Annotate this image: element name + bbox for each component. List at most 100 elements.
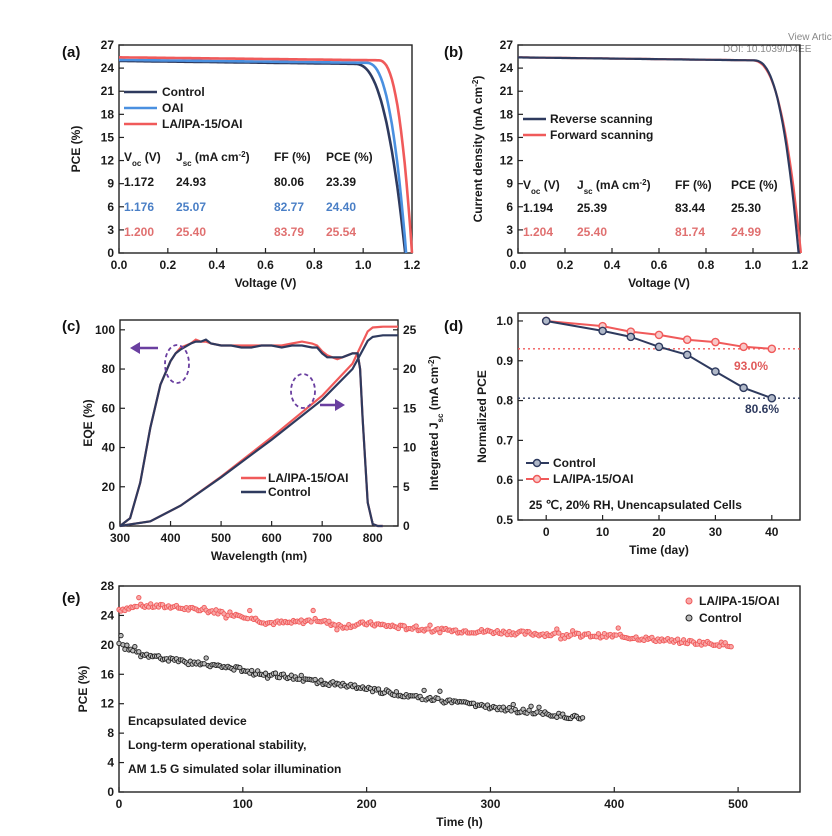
scatter-point — [595, 631, 602, 637]
y-tick-label: 24 — [101, 608, 115, 622]
scatter-point — [272, 670, 279, 676]
x-tick-label: 0 — [116, 797, 123, 811]
scatter-point — [136, 649, 142, 655]
y2-tick-label: 10 — [403, 441, 417, 455]
x-axis-label: Voltage (V) — [235, 276, 297, 290]
y-tick-label: 40 — [102, 441, 116, 455]
table-cell: 82.77 — [274, 200, 304, 214]
y-tick-label: 0.8 — [496, 394, 513, 408]
header-doi[interactable]: DOI: 10.1039/D4EE — [723, 44, 812, 55]
jv-curve-series — [518, 56, 802, 254]
table-cell: 25.07 — [176, 200, 206, 214]
y-tick-label: 18 — [101, 107, 115, 121]
y-tick-label: 0 — [506, 246, 513, 260]
stability-line — [546, 320, 773, 400]
stability-point — [654, 342, 664, 352]
x-axis-label: Wavelength (nm) — [211, 549, 307, 563]
x-tick-label: 0.4 — [604, 258, 621, 272]
scatter-point — [675, 636, 681, 642]
x-tick-label: 0.8 — [698, 258, 715, 272]
y-axis-label: Normalized PCE — [475, 370, 489, 463]
scatter-point — [510, 701, 516, 708]
x-tick-label: 0.2 — [159, 258, 176, 272]
panel-label: (e) — [62, 590, 80, 607]
scatter-series — [116, 632, 586, 722]
stability-point — [739, 342, 748, 352]
scatter-point — [427, 622, 433, 628]
table-cell: 1.176 — [124, 200, 154, 214]
x-tick-label: 200 — [357, 797, 377, 811]
scatter-point — [318, 677, 324, 683]
table-cell: 83.79 — [274, 225, 304, 239]
scatter-point — [203, 655, 209, 661]
legend-label: LA/IPA-15/OAI — [553, 472, 633, 486]
y-axis-label: PCE (%) — [69, 126, 83, 173]
plot-frame — [517, 44, 801, 254]
x-tick-label: 0.6 — [651, 258, 668, 272]
table-cell: 25.39 — [577, 201, 607, 215]
y-tick-label: 0 — [107, 246, 114, 260]
scatter-point — [556, 630, 562, 636]
plot-frame — [118, 585, 801, 793]
table-cell: 81.74 — [675, 225, 705, 239]
x-axis-label: Time (h) — [436, 815, 482, 829]
y-tick-label: 28 — [101, 579, 115, 593]
x-tick-label: 700 — [312, 531, 332, 545]
jv-curve-series — [119, 56, 414, 254]
scatter-point — [375, 686, 382, 692]
x-tick-label: 800 — [363, 531, 383, 545]
legend-label: LA/IPA-15/OAI — [162, 117, 242, 131]
y-tick-label: 15 — [101, 130, 115, 144]
table-cell: 80.06 — [274, 175, 304, 189]
legend-marker — [532, 458, 542, 468]
y2-tick-label: 25 — [403, 323, 417, 337]
x-tick-label: 30 — [709, 525, 723, 539]
table-header: FF (%) — [274, 150, 311, 164]
eqe-curve — [119, 338, 383, 528]
table-cell: 1.172 — [124, 175, 154, 189]
plot-frame — [118, 44, 413, 254]
scatter-point — [528, 703, 534, 709]
y-tick-label: 0 — [108, 519, 115, 533]
stability-point — [739, 383, 748, 393]
x-tick-label: 0.8 — [306, 258, 323, 272]
legend-marker — [685, 614, 693, 622]
stability-point — [682, 350, 692, 360]
scatter-point — [124, 642, 130, 648]
stability-point — [711, 367, 720, 376]
y-tick-label: 12 — [500, 154, 514, 168]
stability-point — [682, 335, 692, 344]
table-cell: 25.40 — [577, 225, 607, 239]
y-tick-label: 3 — [107, 223, 114, 237]
x-tick-label: 1.2 — [404, 258, 421, 272]
stability-point — [654, 330, 664, 340]
annotation-text: Encapsulated device — [128, 714, 247, 728]
table-cell: 24.99 — [731, 225, 761, 239]
y-tick-label: 16 — [101, 667, 115, 681]
y-tick-label: 8 — [107, 726, 114, 740]
header-view-article[interactable]: View Artic — [788, 32, 832, 43]
y-tick-label: 9 — [506, 177, 513, 191]
table-cell: 24.93 — [176, 175, 206, 189]
scatter-point — [413, 623, 419, 629]
table-cell: 23.39 — [326, 175, 356, 189]
y-tick-label: 24 — [500, 61, 514, 75]
table-cell: 83.44 — [675, 201, 705, 215]
x-tick-label: 20 — [652, 525, 666, 539]
scatter-point — [262, 670, 269, 676]
x-tick-label: 600 — [262, 531, 282, 545]
x-axis-label: Voltage (V) — [628, 276, 690, 290]
annotation-text: Long-term operational stability, — [128, 738, 306, 752]
y-tick-label: 0.7 — [496, 433, 513, 447]
y-tick-label: 60 — [102, 401, 116, 415]
y-axis-label: Current density (mA cm-2) — [471, 76, 486, 223]
table-cell: 24.40 — [326, 200, 356, 214]
jv-curve-series — [518, 56, 800, 254]
jv-curve-series — [119, 58, 408, 254]
y2-tick-label: 15 — [403, 401, 417, 415]
y-tick-label: 27 — [101, 38, 115, 52]
legend-label: LA/IPA-15/OAI — [699, 594, 779, 608]
plot-frame — [119, 319, 399, 527]
x-tick-label: 10 — [596, 525, 610, 539]
